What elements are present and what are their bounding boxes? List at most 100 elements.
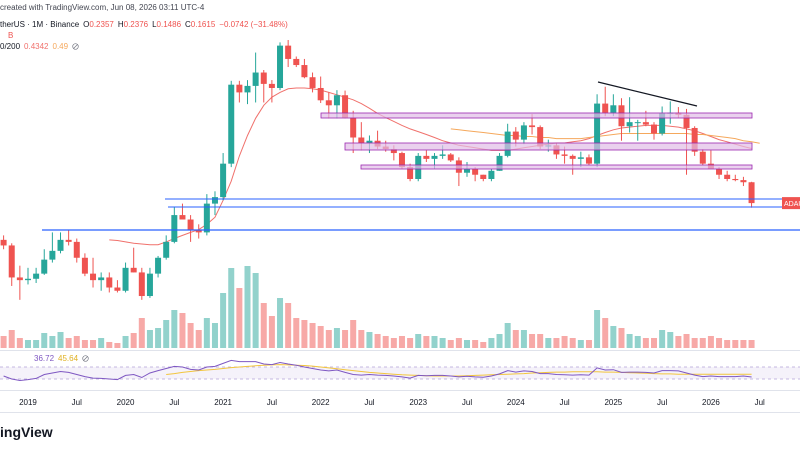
candle-body: [732, 178, 739, 181]
volume-bar: [480, 342, 487, 348]
ohlc-label: O: [83, 20, 90, 29]
candle-body: [659, 113, 666, 134]
candle-body: [90, 273, 97, 281]
candle-body: [285, 45, 292, 59]
volume-bar: [659, 330, 666, 348]
volume-bar: [382, 336, 389, 348]
candle-body: [277, 45, 284, 88]
ohlc-label: C: [185, 20, 191, 29]
ma-label: 0/200: [0, 42, 21, 51]
volume-bar: [423, 336, 430, 348]
volume-bar: [268, 316, 275, 348]
x-tick-label: 2026: [702, 398, 720, 407]
volume-bar: [41, 333, 48, 348]
candle-body: [642, 122, 649, 125]
volume-bar: [90, 340, 97, 348]
volume-bar: [577, 340, 584, 348]
volume-bar: [179, 313, 186, 348]
candle-body: [423, 155, 430, 159]
candle-body: [49, 250, 56, 260]
volume-bar: [716, 338, 723, 348]
candle-body: [98, 277, 105, 281]
candle-body: [585, 157, 592, 164]
volume-bar: [16, 338, 23, 348]
volume-bar: [455, 338, 462, 348]
volume-bar: [211, 323, 218, 348]
volume-bar: [8, 330, 15, 348]
volume-bar: [260, 303, 267, 348]
volume-bar: [195, 330, 202, 348]
candle-body: [366, 140, 373, 143]
candle-body: [57, 239, 64, 251]
volume-bar: [203, 318, 210, 348]
drawings: [0, 350, 800, 413]
volume-bar: [545, 338, 552, 348]
volume-bar: [325, 330, 332, 348]
x-tick-label: Jul: [267, 398, 277, 407]
volume-bar: [724, 340, 731, 348]
candle-body: [0, 239, 7, 246]
ohlc-item: O0.2357: [83, 20, 114, 29]
candle-body: [447, 154, 454, 161]
ma-value: 0.4342: [24, 42, 49, 51]
volume-bar: [415, 334, 422, 348]
rsi-ma-value: 45.64: [58, 354, 79, 363]
candle-body: [65, 239, 72, 242]
ohlc-label: L: [152, 20, 157, 29]
rsi-pane: [0, 359, 800, 382]
candle-body: [407, 167, 414, 179]
volume-bar: [350, 320, 357, 348]
candle-body: [179, 215, 186, 220]
volume-bar: [106, 342, 113, 348]
volume-bar: [49, 336, 56, 348]
logo: ingView: [0, 424, 53, 440]
x-tick-label: Jul: [72, 398, 82, 407]
x-tick-label: Jul: [364, 398, 374, 407]
volume-bar: [488, 338, 495, 348]
symbol: therUS · 1M · Binance: [0, 20, 80, 29]
volume-bar: [130, 333, 137, 348]
candle-body: [561, 154, 568, 156]
volume-bar: [585, 340, 592, 348]
candle-body: [724, 174, 731, 179]
hide-icon[interactable]: [82, 355, 89, 362]
candle-body: [16, 277, 23, 281]
candle-body: [626, 122, 633, 127]
symbol-legend: therUS · 1M · Binance O0.2357 H0.2376 L0…: [0, 20, 288, 29]
volume-bar: [171, 310, 178, 348]
candle-body: [602, 103, 609, 113]
volume-bar: [667, 332, 674, 348]
volume-bar: [496, 334, 503, 348]
volume-bar: [309, 323, 316, 348]
candle-body: [398, 153, 405, 168]
volume-bar: [301, 320, 308, 348]
volume-bar: [228, 268, 235, 348]
volume-bar: [122, 336, 129, 348]
candle-body: [163, 241, 170, 258]
price-pane: [0, 40, 760, 348]
x-tick-label: Jul: [559, 398, 569, 407]
ohlc-value: 0.1615: [190, 20, 216, 29]
volume-bar: [447, 340, 454, 348]
candle-body: [41, 259, 48, 274]
candle-body: [651, 124, 657, 134]
volume-bar: [642, 338, 649, 348]
volume-bar: [277, 298, 284, 348]
x-tick-label: Jul: [657, 398, 667, 407]
candle-body: [24, 278, 31, 281]
candle-body: [171, 215, 178, 242]
volume-bar: [529, 334, 536, 348]
candle-body: [309, 77, 316, 88]
volume-bar: [618, 328, 625, 348]
rsi-band: [0, 367, 800, 379]
candle-body: [683, 114, 690, 128]
price-tag-box: [782, 197, 800, 210]
hide-icon[interactable]: [72, 43, 79, 50]
volume-bar: [594, 310, 601, 348]
candle-body: [301, 65, 308, 78]
volume-bar: [504, 323, 511, 348]
rsi-ma-line: [166, 364, 752, 377]
candle-body: [187, 219, 194, 230]
candle-body: [537, 127, 544, 147]
